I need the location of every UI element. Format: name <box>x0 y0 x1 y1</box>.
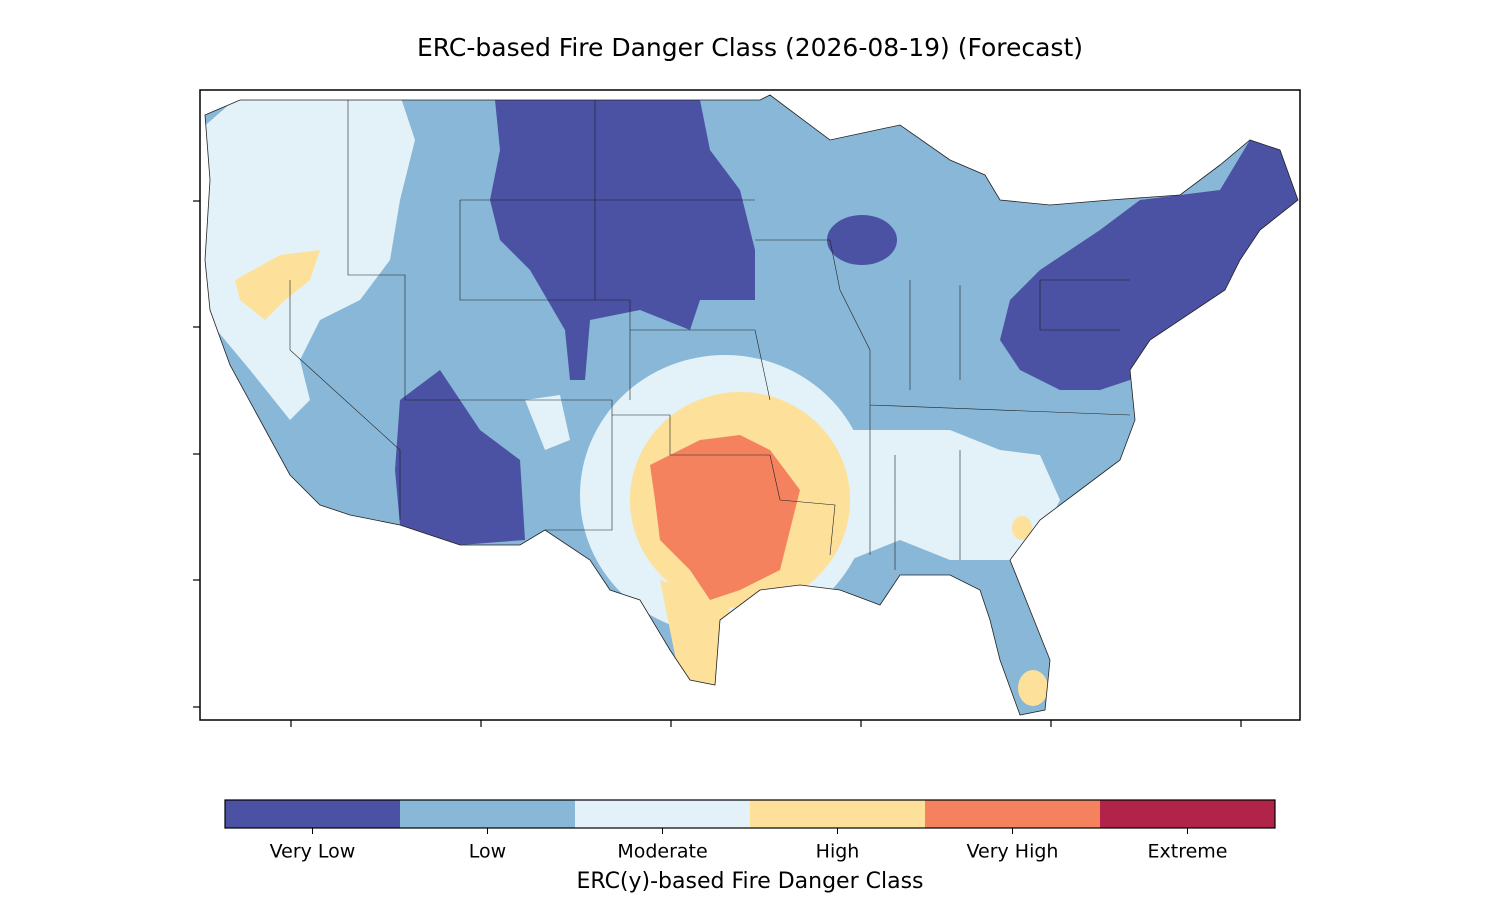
axis-ticks <box>193 200 1242 727</box>
region <box>490 100 755 380</box>
region <box>1012 516 1032 540</box>
region <box>827 215 897 265</box>
colorbar-segment <box>925 800 1100 828</box>
colorbar-segment <box>1100 800 1275 828</box>
colorbar-label: ERC(y)-based Fire Danger Class <box>576 869 923 894</box>
colorbar-tick-label: Extreme <box>1148 841 1228 863</box>
colorbar-tick-label: Very High <box>967 841 1059 863</box>
map-title: ERC-based Fire Danger Class (2026-08-19)… <box>417 33 1083 62</box>
region <box>1000 140 1298 390</box>
colorbar-segment <box>400 800 575 828</box>
colorbar-tick-label: Low <box>469 841 506 863</box>
map <box>205 95 1298 715</box>
region <box>650 435 800 600</box>
region <box>835 430 1060 560</box>
region <box>235 250 320 320</box>
colorbar-segment <box>225 800 400 828</box>
colorbar: Very Low Low Moderate High Very High Extreme <box>224 799 1276 863</box>
colorbar-segment <box>575 800 750 828</box>
colorbar-frame <box>224 799 1276 829</box>
region <box>525 395 570 450</box>
state-lines <box>289 100 1131 570</box>
region <box>395 370 525 545</box>
region <box>1018 670 1048 706</box>
colorbar-segment <box>750 800 925 828</box>
colorbar-tick-label: High <box>816 841 860 863</box>
colorbar-tick-label: Very Low <box>270 841 356 863</box>
map-frame <box>199 89 1301 721</box>
colorbar-tick-label: Moderate <box>617 841 707 863</box>
